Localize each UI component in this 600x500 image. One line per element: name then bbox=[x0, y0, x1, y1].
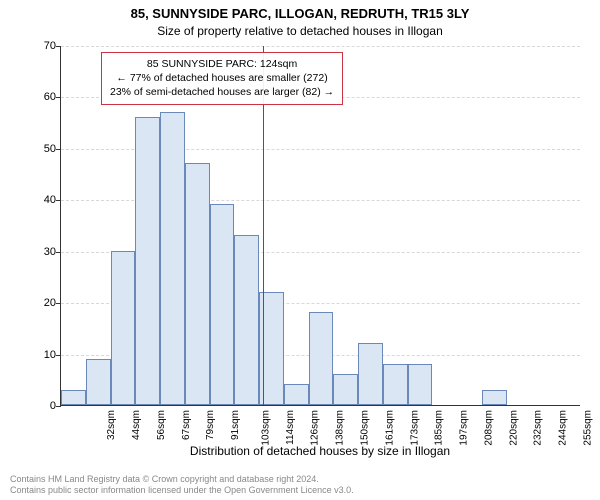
histogram-bar bbox=[284, 384, 309, 405]
info-line-3: 23% of semi-detached houses are larger (… bbox=[110, 85, 334, 99]
y-tick-mark bbox=[56, 200, 61, 201]
histogram-bar bbox=[210, 204, 235, 405]
x-tick-label: 32sqm bbox=[106, 410, 117, 440]
info-line-2: ← 77% of detached houses are smaller (27… bbox=[110, 71, 334, 85]
x-tick-label: 103sqm bbox=[261, 410, 272, 446]
histogram-bar bbox=[111, 251, 136, 405]
x-tick-label: 138sqm bbox=[335, 410, 346, 446]
x-tick-label: 79sqm bbox=[205, 410, 216, 440]
x-tick-label: 56sqm bbox=[156, 410, 167, 440]
histogram-bar bbox=[234, 235, 259, 405]
x-tick-label: 91sqm bbox=[230, 410, 241, 440]
footer-line-1: Contains HM Land Registry data © Crown c… bbox=[10, 474, 354, 485]
y-tick-label: 50 bbox=[30, 143, 56, 155]
info-line-1: 85 SUNNYSIDE PARC: 124sqm bbox=[110, 57, 334, 71]
x-tick-label: 67sqm bbox=[181, 410, 192, 440]
x-tick-label: 126sqm bbox=[310, 410, 321, 446]
histogram-bar bbox=[86, 359, 111, 405]
y-tick-label: 40 bbox=[30, 194, 56, 206]
histogram-bar bbox=[61, 390, 86, 405]
histogram-bar bbox=[185, 163, 210, 405]
histogram-bar bbox=[333, 374, 358, 405]
chart-container: 85, SUNNYSIDE PARC, ILLOGAN, REDRUTH, TR… bbox=[0, 0, 600, 500]
x-tick-label: 220sqm bbox=[508, 410, 519, 446]
footer-attribution: Contains HM Land Registry data © Crown c… bbox=[10, 474, 354, 497]
x-tick-label: 208sqm bbox=[483, 410, 494, 446]
x-tick-label: 255sqm bbox=[582, 410, 593, 446]
x-tick-label: 161sqm bbox=[384, 410, 395, 446]
y-tick-label: 0 bbox=[30, 400, 56, 412]
x-tick-label: 185sqm bbox=[434, 410, 445, 446]
histogram-bar bbox=[482, 390, 507, 405]
x-tick-label: 150sqm bbox=[360, 410, 371, 446]
footer-line-2: Contains public sector information licen… bbox=[10, 485, 354, 496]
chart-title: 85, SUNNYSIDE PARC, ILLOGAN, REDRUTH, TR… bbox=[0, 6, 600, 21]
histogram-bar bbox=[358, 343, 383, 405]
histogram-bar bbox=[135, 117, 160, 405]
y-tick-mark bbox=[56, 46, 61, 47]
chart-subtitle: Size of property relative to detached ho… bbox=[0, 24, 600, 38]
y-tick-label: 70 bbox=[30, 40, 56, 52]
x-axis-label: Distribution of detached houses by size … bbox=[60, 444, 580, 458]
histogram-bar bbox=[309, 312, 334, 405]
histogram-bar bbox=[160, 112, 185, 405]
x-tick-label: 173sqm bbox=[409, 410, 420, 446]
y-tick-mark bbox=[56, 406, 61, 407]
x-tick-label: 197sqm bbox=[459, 410, 470, 446]
x-tick-label: 232sqm bbox=[533, 410, 544, 446]
y-tick-mark bbox=[56, 303, 61, 304]
y-tick-mark bbox=[56, 355, 61, 356]
info-box: 85 SUNNYSIDE PARC: 124sqm← 77% of detach… bbox=[101, 52, 343, 105]
x-tick-label: 114sqm bbox=[285, 410, 296, 445]
x-tick-label: 244sqm bbox=[558, 410, 569, 446]
y-tick-label: 20 bbox=[30, 297, 56, 309]
y-tick-label: 30 bbox=[30, 246, 56, 258]
y-tick-mark bbox=[56, 97, 61, 98]
plot-area: 85 SUNNYSIDE PARC: 124sqm← 77% of detach… bbox=[60, 46, 580, 406]
y-tick-label: 10 bbox=[30, 349, 56, 361]
y-tick-mark bbox=[56, 149, 61, 150]
histogram-bar bbox=[383, 364, 408, 405]
gridline bbox=[61, 46, 580, 47]
y-tick-mark bbox=[56, 252, 61, 253]
histogram-bar bbox=[408, 364, 433, 405]
y-tick-label: 60 bbox=[30, 91, 56, 103]
x-tick-label: 44sqm bbox=[131, 410, 142, 440]
